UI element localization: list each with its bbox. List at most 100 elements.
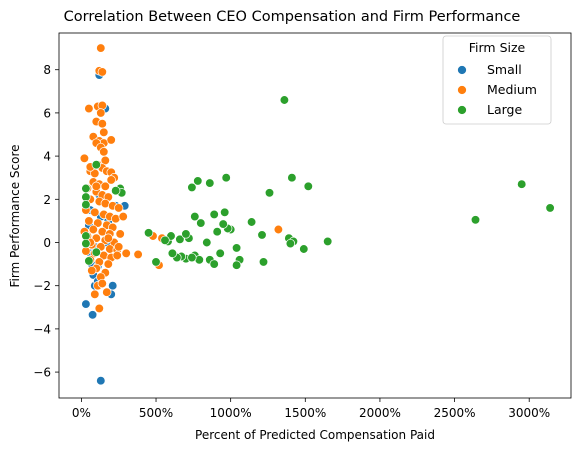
point-medium-2 (97, 67, 107, 77)
point-large-1 (517, 179, 527, 189)
point-medium-5 (97, 100, 107, 111)
point-large-20 (190, 211, 200, 222)
point-medium-44 (93, 218, 103, 228)
y-axis-ticks: −6 −4 −2 0 2 4 6 8 (33, 63, 59, 380)
point-large-5 (303, 181, 313, 191)
point-large-58 (111, 186, 121, 196)
point-large-6 (287, 173, 297, 183)
point-large-18 (218, 219, 228, 229)
point-large-54 (91, 247, 101, 257)
y-tick-label: −4 (33, 322, 51, 336)
point-medium-88 (103, 233, 113, 243)
y-tick-label: −2 (33, 279, 51, 293)
y-tick-label: 6 (43, 106, 51, 120)
point-large-19 (196, 218, 206, 228)
point-medium-4 (84, 103, 94, 114)
point-large-47 (258, 257, 269, 267)
y-tick-label: 0 (43, 236, 51, 250)
point-medium-9 (99, 127, 109, 137)
point-medium-72 (121, 248, 131, 258)
point-small-1 (87, 310, 98, 320)
point-large-12 (220, 207, 230, 217)
point-large-10 (193, 176, 203, 186)
point-large-45 (151, 257, 161, 267)
point-large-13 (209, 209, 219, 220)
y-tick-label: 8 (43, 63, 51, 77)
legend-label-large: Large (487, 102, 522, 117)
point-large-7 (264, 188, 275, 198)
point-large-8 (221, 173, 231, 183)
point-large-55 (91, 160, 101, 170)
point-large-53 (84, 256, 94, 266)
point-medium-84 (87, 265, 97, 276)
point-medium-20 (79, 153, 90, 163)
legend-title: Firm Size (469, 40, 526, 55)
point-large-21 (257, 230, 267, 240)
chart-title: Correlation Between CEO Compensation and… (64, 9, 521, 25)
point-medium-70 (94, 303, 104, 314)
point-small-0 (81, 299, 91, 309)
point-large-46 (202, 237, 212, 248)
point-medium-28 (100, 181, 110, 191)
y-axis-label: Firm Performance Score (8, 144, 22, 287)
point-large-59 (187, 252, 197, 263)
legend-marker-medium (457, 85, 467, 95)
legend-box (442, 35, 552, 125)
x-tick-label: 1500% (284, 406, 326, 420)
plot-frame (58, 32, 572, 399)
point-large-48 (81, 183, 91, 194)
point-large-39 (175, 234, 185, 244)
point-medium-8 (97, 119, 107, 129)
point-medium-79 (118, 211, 128, 222)
point-large-27 (215, 248, 225, 258)
point-large-50 (81, 200, 91, 210)
x-tick-label: 2000% (359, 406, 401, 420)
x-tick-label: 0% (72, 406, 91, 420)
legend: Firm Size Small Medium Large (442, 35, 552, 125)
point-large-26 (231, 243, 242, 253)
point-large-31 (209, 259, 219, 269)
point-medium-69 (90, 289, 100, 299)
point-medium-0 (96, 43, 106, 53)
point-medium-87 (91, 181, 101, 191)
y-tick-label: 4 (43, 150, 51, 164)
point-medium-81 (106, 175, 116, 185)
point-medium-64 (103, 259, 113, 269)
y-tick-label: −6 (33, 366, 51, 380)
legend-marker-small (457, 65, 467, 75)
point-medium-39 (90, 207, 100, 217)
point-medium-86 (97, 278, 107, 289)
point-large-25 (285, 238, 296, 249)
y-tick-label: 2 (43, 193, 51, 207)
x-axis-label: Percent of Predicted Compensation Paid (195, 428, 435, 442)
point-large-11 (187, 182, 197, 193)
point-large-37 (167, 248, 178, 258)
point-large-24 (299, 244, 309, 254)
x-tick-label: 1000% (210, 406, 252, 420)
point-medium-78 (115, 229, 125, 239)
x-tick-label: 3000% (508, 406, 550, 420)
point-medium-16 (99, 147, 109, 157)
point-medium-71 (112, 250, 122, 261)
point-medium-77 (273, 224, 284, 235)
legend-label-medium: Medium (487, 82, 537, 97)
legend-label-small: Small (487, 62, 522, 77)
point-medium-37 (114, 203, 124, 213)
point-large-43 (160, 235, 170, 245)
point-medium-85 (102, 287, 112, 297)
point-medium-73 (133, 249, 143, 260)
point-large-4 (323, 236, 333, 247)
point-medium-47 (88, 224, 98, 235)
point-large-0 (279, 95, 290, 105)
point-large-30 (231, 260, 242, 270)
point-medium-13 (106, 135, 116, 145)
point-large-9 (205, 178, 215, 188)
point-medium-43 (84, 216, 94, 226)
x-tick-label: 500% (139, 406, 173, 420)
point-large-44 (143, 228, 154, 238)
point-small-2 (96, 376, 106, 386)
point-medium-6 (96, 108, 106, 118)
data-points (79, 43, 555, 386)
point-large-2 (545, 203, 555, 213)
